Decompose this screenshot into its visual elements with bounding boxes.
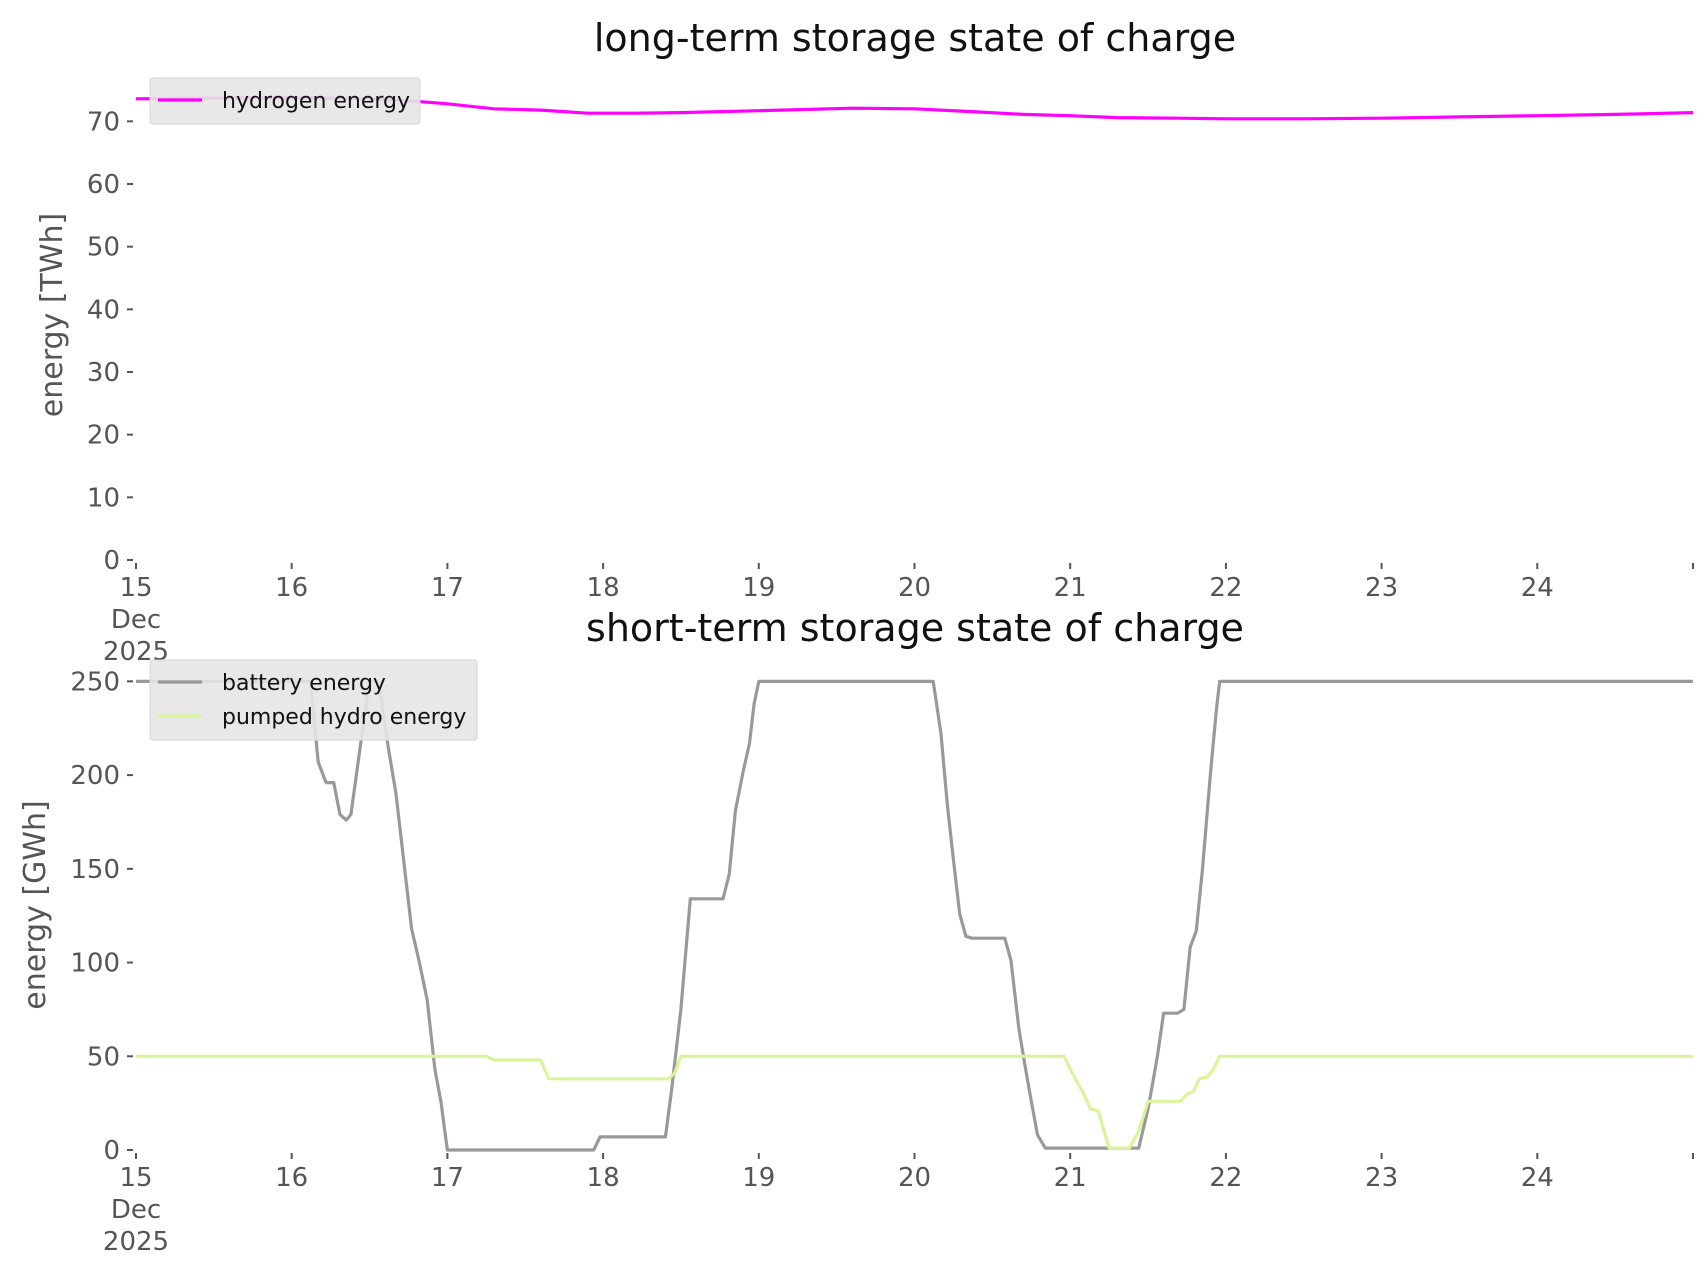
- legend-label: hydrogen energy: [222, 89, 410, 114]
- series-line-hydrogen-energy: [135, 95, 1694, 121]
- x-tick-label: 17: [431, 1163, 464, 1193]
- legend-label: battery energy: [222, 671, 386, 696]
- y-axis-label: energy [GWh]: [18, 800, 53, 1009]
- x-tick-label: 19: [742, 1163, 775, 1193]
- legend: [149, 77, 421, 125]
- y-tick-label: 250: [70, 667, 120, 697]
- x-tick-label: 15: [119, 573, 152, 603]
- y-tick-label: 70: [87, 107, 120, 137]
- y-tick-label: 200: [70, 761, 120, 791]
- chart-title: short-term storage state of charge: [586, 606, 1244, 650]
- y-tick-label: 30: [87, 358, 120, 388]
- x-tick-label: 24: [1521, 1163, 1554, 1193]
- y-tick-label: 50: [87, 1042, 120, 1072]
- series-line-pumped-hydro-energy: [136, 1054, 1693, 1150]
- y-tick-label: 50: [87, 233, 120, 263]
- x-tick-label: 22: [1209, 1163, 1242, 1193]
- legend-label: pumped hydro energy: [222, 705, 466, 730]
- x-tick-label: 19: [742, 573, 775, 603]
- x-tick-label: 21: [1054, 1163, 1087, 1193]
- y-tick-label: 10: [87, 483, 120, 513]
- long-term-storage-chart: long-term storage state of charge energy…: [35, 16, 1694, 667]
- y-tick-label: 60: [87, 170, 120, 200]
- x-tick-label: 15: [119, 1163, 152, 1193]
- y-tick-label: 0: [103, 1136, 120, 1166]
- x-tick-label: 22: [1209, 573, 1242, 603]
- legend: [149, 659, 478, 741]
- x-tick-sublabel: Dec: [111, 605, 161, 635]
- short-term-storage-chart: short-term storage state of charge energ…: [18, 606, 1694, 1257]
- x-tick-label: 17: [431, 573, 464, 603]
- x-tick-label: 23: [1365, 1163, 1398, 1193]
- x-tick-label: 18: [587, 1163, 620, 1193]
- x-tick-label: 20: [898, 1163, 931, 1193]
- series-line-battery-energy: [136, 679, 1693, 1152]
- y-tick-label: 0: [103, 546, 120, 576]
- x-tick-sublabel: Dec: [111, 1195, 161, 1225]
- x-tick-label: 24: [1521, 573, 1554, 603]
- x-tick-sublabel: 2025: [103, 1227, 169, 1257]
- y-tick-label: 150: [70, 855, 120, 885]
- x-tick-label: 23: [1365, 573, 1398, 603]
- y-tick-label: 100: [70, 949, 120, 979]
- x-tick-label: 18: [587, 573, 620, 603]
- x-tick-label: 21: [1054, 573, 1087, 603]
- x-tick-label: 20: [898, 573, 931, 603]
- chart-title: long-term storage state of charge: [594, 16, 1236, 60]
- x-tick-label: 16: [275, 573, 308, 603]
- y-axis-label: energy [TWh]: [35, 213, 70, 417]
- y-tick-label: 40: [87, 295, 120, 325]
- y-tick-label: 20: [87, 421, 120, 451]
- x-tick-label: 16: [275, 1163, 308, 1193]
